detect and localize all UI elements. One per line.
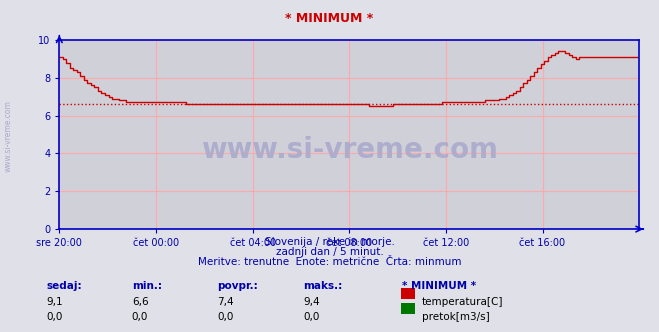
Text: maks.:: maks.: <box>303 281 343 290</box>
Text: sedaj:: sedaj: <box>46 281 82 290</box>
Text: 0,0: 0,0 <box>303 312 320 322</box>
Text: 0,0: 0,0 <box>132 312 148 322</box>
Text: * MINIMUM *: * MINIMUM * <box>285 12 374 25</box>
Text: www.si-vreme.com: www.si-vreme.com <box>201 135 498 164</box>
Bar <box>401 288 415 299</box>
Text: 7,4: 7,4 <box>217 297 234 307</box>
Text: www.si-vreme.com: www.si-vreme.com <box>3 100 13 172</box>
Text: Slovenija / reke in morje.: Slovenija / reke in morje. <box>264 237 395 247</box>
Text: povpr.:: povpr.: <box>217 281 258 290</box>
Text: 0,0: 0,0 <box>46 312 63 322</box>
Bar <box>401 303 415 314</box>
Text: 0,0: 0,0 <box>217 312 234 322</box>
Text: 6,6: 6,6 <box>132 297 148 307</box>
Text: * MINIMUM *: * MINIMUM * <box>402 281 476 290</box>
Text: zadnji dan / 5 minut.: zadnji dan / 5 minut. <box>275 247 384 257</box>
Text: 9,4: 9,4 <box>303 297 320 307</box>
Text: temperatura[C]: temperatura[C] <box>422 297 503 307</box>
Text: Meritve: trenutne  Enote: metrične  Črta: minmum: Meritve: trenutne Enote: metrične Črta: … <box>198 257 461 267</box>
Text: min.:: min.: <box>132 281 162 290</box>
Text: pretok[m3/s]: pretok[m3/s] <box>422 312 490 322</box>
Text: 9,1: 9,1 <box>46 297 63 307</box>
